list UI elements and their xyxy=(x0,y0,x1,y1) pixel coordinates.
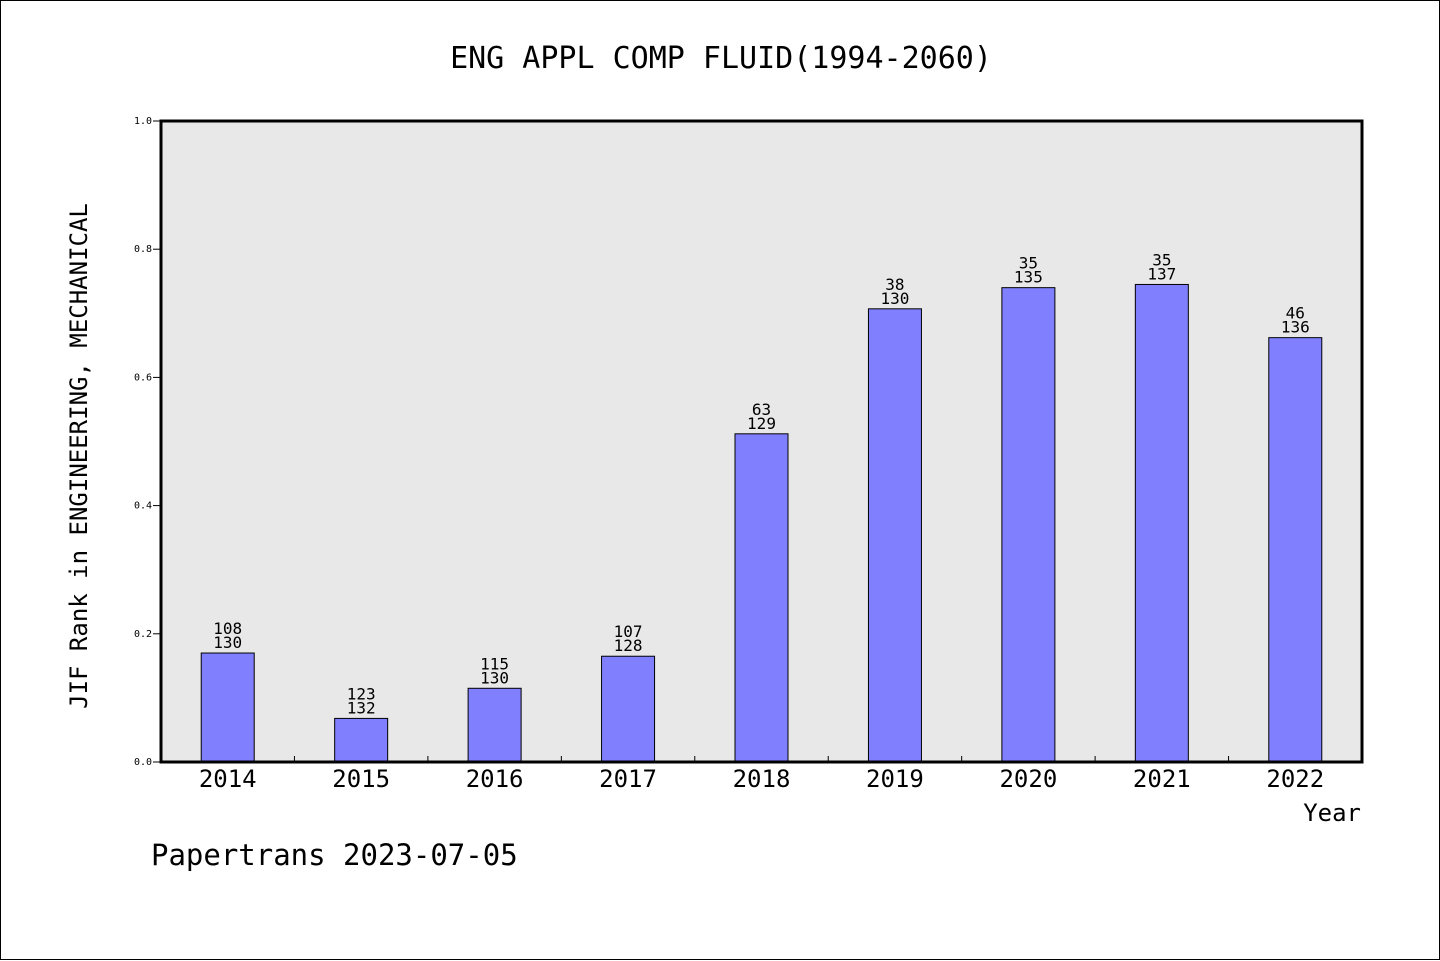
x-tick-label: 2014 xyxy=(199,765,257,793)
y-tick-label: 0.2 xyxy=(134,629,152,640)
bar-total-label: 129 xyxy=(747,414,776,433)
y-axis-label: JIF Rank in ENGINEERING, MECHANICAL xyxy=(65,203,93,709)
bar-total-label: 130 xyxy=(880,289,909,308)
bar-2017 xyxy=(601,655,656,763)
y-tick-label: 0.6 xyxy=(134,372,152,383)
x-axis-label: Year xyxy=(1303,799,1361,827)
footer-text: Papertrans 2023-07-05 xyxy=(151,838,518,872)
x-tick-label: 2021 xyxy=(1133,765,1191,793)
bar-2020 xyxy=(1001,287,1056,763)
bar-2022 xyxy=(1268,337,1323,763)
x-tick-label: 2018 xyxy=(733,765,791,793)
x-tick-label: 2017 xyxy=(599,765,657,793)
y-tick-label: 1.0 xyxy=(134,116,152,127)
bars xyxy=(200,283,1323,763)
bar-rank-label: 35 xyxy=(1152,250,1171,269)
bar-total-label: 128 xyxy=(614,636,643,655)
bar-rank-label: 38 xyxy=(885,275,904,294)
y-tick-label: 0.8 xyxy=(134,244,152,255)
y-tick-label: 0.0 xyxy=(134,757,152,768)
bar-2019 xyxy=(867,308,922,763)
bar-total-label: 132 xyxy=(347,698,376,717)
chart-title: ENG APPL COMP FLUID(1994-2060) xyxy=(450,41,992,76)
bar-labels: 1081301231321151301071286312938130351353… xyxy=(213,250,1309,717)
bar-2014 xyxy=(200,652,255,763)
plot-border xyxy=(159,119,1364,764)
bar-total-label: 130 xyxy=(213,633,242,652)
bar-rank-label: 115 xyxy=(480,654,509,673)
bar-rank-label: 63 xyxy=(752,400,771,419)
x-axis: 2014 2015 2016 2017 2018 2019 2020 2021 2022 xyxy=(199,756,1324,793)
bar-rank-label: 107 xyxy=(614,622,643,641)
x-tick-label: 2016 xyxy=(466,765,524,793)
bar-2015 xyxy=(334,717,389,763)
bar-total-label: 136 xyxy=(1281,318,1310,337)
bar-2016 xyxy=(467,687,522,763)
bar-rank-label: 108 xyxy=(213,619,242,638)
bar-total-label: 137 xyxy=(1147,264,1176,283)
x-tick-label: 2019 xyxy=(866,765,924,793)
bar-rank-label: 35 xyxy=(1019,254,1038,273)
bar-2018 xyxy=(734,433,789,763)
x-tick-label: 2022 xyxy=(1266,765,1324,793)
bar-rank-label: 46 xyxy=(1286,304,1305,323)
x-tick-label: 2020 xyxy=(999,765,1057,793)
y-tick-label: 0.4 xyxy=(134,501,152,512)
bar-rank-label: 123 xyxy=(347,684,376,703)
bar-total-label: 135 xyxy=(1014,268,1043,287)
bar-2021 xyxy=(1134,283,1189,763)
y-axis: 0.0 0.2 0.4 0.6 0.8 1.0 xyxy=(134,116,161,768)
x-tick-label: 2015 xyxy=(332,765,390,793)
bar-total-label: 130 xyxy=(480,668,509,687)
